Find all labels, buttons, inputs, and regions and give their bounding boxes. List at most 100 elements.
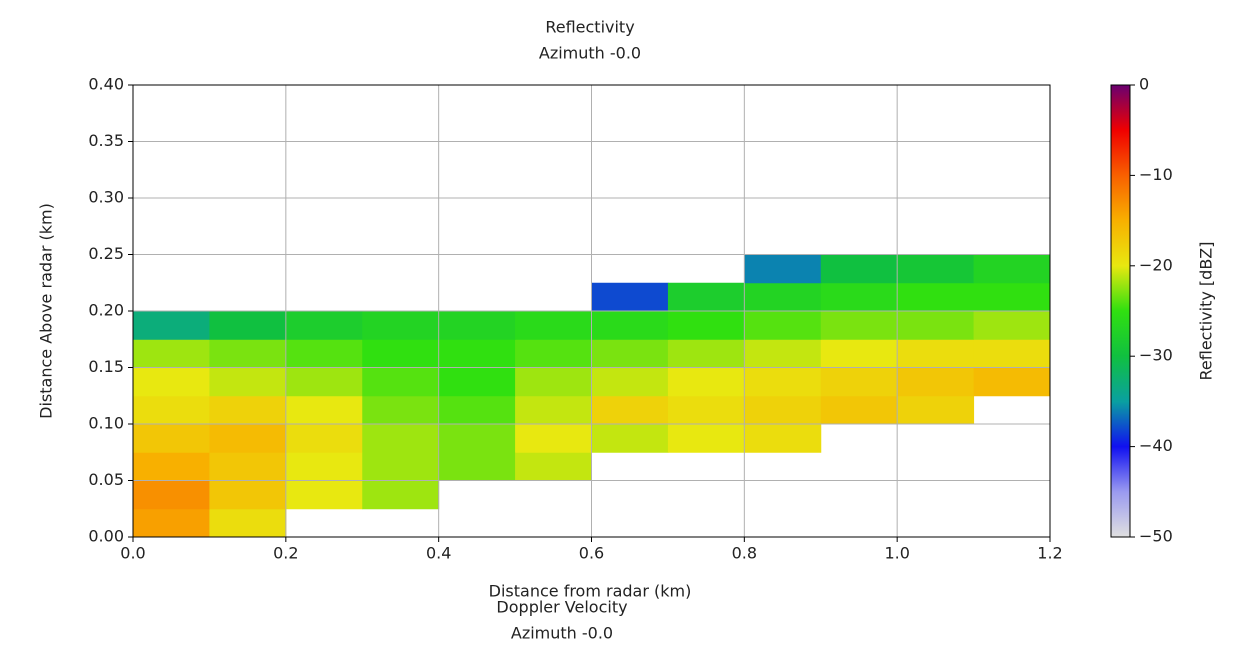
- colorbar-tick-label: −40: [1139, 436, 1173, 455]
- x-tick-label: 0.2: [273, 544, 298, 563]
- heatmap-cell: [515, 424, 592, 453]
- heatmap-cell: [973, 282, 1051, 312]
- heatmap-cell: [667, 339, 745, 368]
- heatmap-cell: [285, 311, 363, 340]
- heatmap-cell: [133, 339, 210, 368]
- heatmap-cell: [438, 452, 516, 481]
- heatmap-cell: [285, 452, 363, 481]
- heatmap-cell: [285, 395, 363, 425]
- heatmap-cell: [744, 424, 822, 453]
- heatmap-cell: [591, 367, 669, 397]
- chart-title: Doppler Velocity: [496, 598, 627, 617]
- heatmap-cell: [209, 452, 287, 481]
- heatmap-cell: [285, 480, 363, 510]
- heatmap-cell: [438, 424, 516, 453]
- heatmap-cell: [209, 339, 287, 368]
- heatmap-cell: [362, 367, 440, 397]
- heatmap-cell: [362, 339, 440, 368]
- y-tick-label: 0.20: [88, 301, 124, 320]
- heatmap-cell: [362, 311, 440, 340]
- colorbar-tick-label: −50: [1139, 527, 1173, 546]
- heatmap-cell: [744, 367, 822, 397]
- x-tick-label: 0.6: [579, 544, 604, 563]
- x-tick-label: 0.0: [120, 544, 145, 563]
- heatmap-cell: [973, 311, 1051, 340]
- heatmap-cell: [515, 367, 592, 397]
- heatmap-cell: [667, 395, 745, 425]
- colorbar-tick-label: −10: [1139, 165, 1173, 184]
- heatmap-cell: [285, 424, 363, 453]
- y-tick-label: 0.35: [88, 131, 124, 150]
- heatmap-cell: [744, 311, 822, 340]
- plot-frame: [132, 84, 1051, 538]
- heatmap-cell: [133, 311, 210, 340]
- colorbar-tick-label: −30: [1139, 346, 1173, 365]
- y-tick-label: 0.15: [88, 357, 124, 376]
- heatmap-cell: [667, 282, 745, 312]
- heatmap-cell: [591, 311, 669, 340]
- heatmap-cell: [133, 395, 210, 425]
- colorbar-label: Reflectivity [dBZ]: [1197, 242, 1216, 381]
- heatmap-cell: [973, 367, 1051, 397]
- heatmap-cell: [591, 395, 669, 425]
- heatmap-cell: [438, 339, 516, 368]
- heatmap-cell: [362, 424, 440, 453]
- heatmap-cell: [897, 367, 975, 397]
- heatmap-cell: [667, 311, 745, 340]
- heatmap-cell: [209, 311, 287, 340]
- y-axis-label: Distance Above radar (km): [37, 203, 56, 419]
- heatmap-cell: [820, 339, 898, 368]
- heatmap-cell: [820, 395, 898, 425]
- heatmap-cell: [515, 311, 592, 340]
- heatmap-cell: [973, 254, 1051, 284]
- heatmap-cell: [209, 480, 287, 510]
- heatmap-cell: [820, 311, 898, 340]
- heatmap-cell: [285, 339, 363, 368]
- heatmap-cell: [897, 254, 975, 284]
- chart-subtitle: Azimuth -0.0: [511, 624, 613, 643]
- heatmap-cell: [973, 339, 1051, 368]
- y-tick-label: 0.30: [88, 188, 124, 207]
- chart-subtitle: Azimuth -0.0: [539, 44, 641, 63]
- heatmap-cell: [209, 424, 287, 453]
- heatmap-cell: [591, 282, 669, 312]
- heatmap-cell: [209, 508, 287, 538]
- heatmap-cell: [438, 311, 516, 340]
- heatmap-cell: [667, 424, 745, 453]
- x-tick-label: 0.8: [732, 544, 757, 563]
- heatmap-cell: [897, 339, 975, 368]
- heatmap-cell: [362, 452, 440, 481]
- heatmap-cell: [133, 452, 210, 481]
- colorbar: [1110, 84, 1131, 538]
- heatmap-cell: [133, 424, 210, 453]
- heatmap-cell: [820, 282, 898, 312]
- y-tick-label: 0.05: [88, 470, 124, 489]
- chart-title: Reflectivity: [545, 18, 634, 37]
- y-tick-label: 0.10: [88, 414, 124, 433]
- heatmap-cell: [362, 480, 440, 510]
- heatmap-cell: [897, 311, 975, 340]
- heatmap-cell: [362, 395, 440, 425]
- heatmap-cell: [515, 339, 592, 368]
- heatmap-cell: [897, 395, 975, 425]
- x-tick-label: 1.2: [1037, 544, 1062, 563]
- heatmap-cell: [438, 367, 516, 397]
- heatmap-cell: [667, 367, 745, 397]
- heatmap-cell: [285, 367, 363, 397]
- heatmap-cell: [438, 395, 516, 425]
- heatmap-cell: [133, 508, 210, 538]
- y-tick-label: 0.40: [88, 75, 124, 94]
- heatmap-cell: [133, 480, 210, 510]
- heatmap-cell: [744, 339, 822, 368]
- heatmap-cell: [515, 452, 592, 481]
- heatmap-cell: [591, 339, 669, 368]
- heatmap-cells: [133, 254, 1051, 538]
- heatmap-cell: [744, 395, 822, 425]
- heatmap-cell: [209, 367, 287, 397]
- heatmap-cell: [820, 254, 898, 284]
- heatmap-cell: [897, 282, 975, 312]
- y-tick-label: 0.00: [88, 527, 124, 546]
- heatmap-cell: [744, 254, 822, 284]
- y-tick-label: 0.25: [88, 244, 124, 263]
